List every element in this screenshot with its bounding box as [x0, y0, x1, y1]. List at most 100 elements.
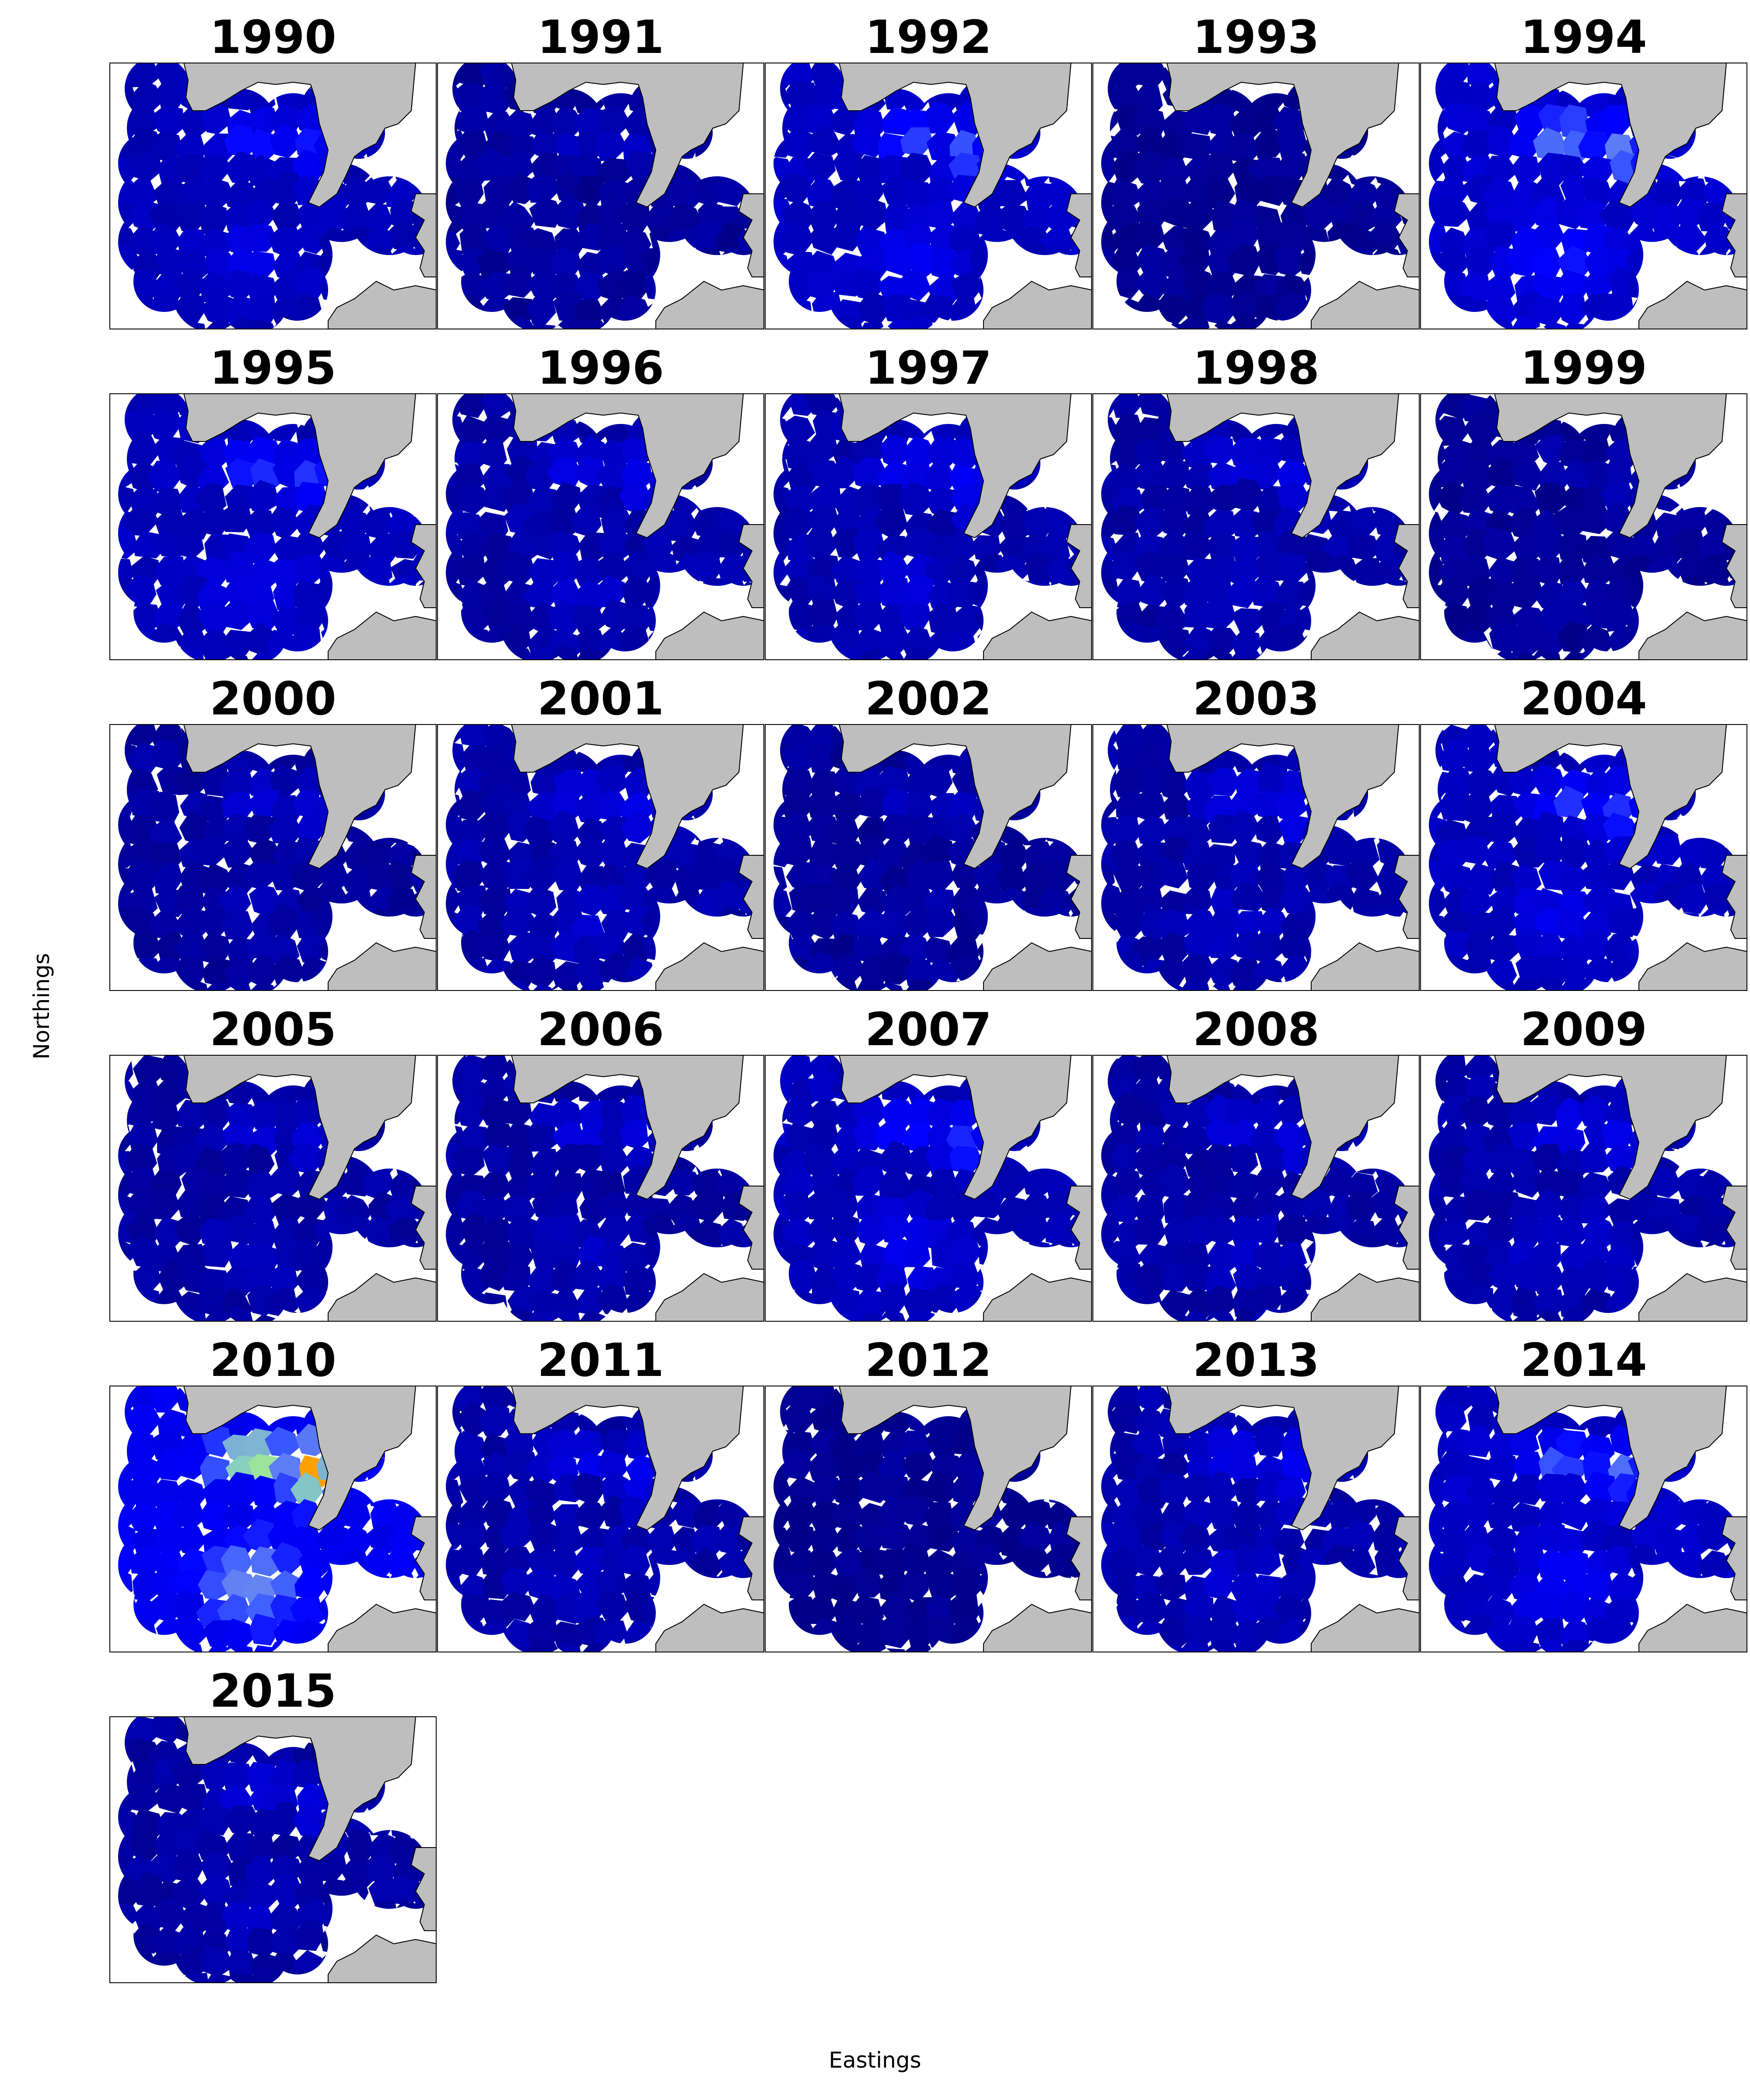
- abundance-cell: [788, 1260, 818, 1294]
- abundance-cell: [174, 154, 210, 186]
- coastline: [410, 1847, 437, 1931]
- abundance-cell: [147, 410, 181, 443]
- abundance-cell: [596, 837, 630, 870]
- abundance-cell: [807, 598, 838, 631]
- abundance-cell: [499, 1591, 535, 1621]
- abundance-cell: [1512, 928, 1545, 962]
- abundance-cell: [246, 198, 277, 231]
- abundance-cell: [832, 954, 865, 984]
- abundance-cell: [1302, 197, 1335, 231]
- abundance-cell: [474, 147, 511, 181]
- abundance-cell: [1181, 952, 1215, 987]
- abundance-cell: [228, 1472, 259, 1506]
- abundance-cell: [1179, 293, 1213, 323]
- map-svg-2004: [1420, 724, 1747, 991]
- abundance-cell: [575, 648, 606, 660]
- abundance-cell: [204, 1642, 232, 1652]
- abundance-cell: [1101, 147, 1118, 182]
- abundance-cell: [201, 1424, 232, 1457]
- abundance-cell: [851, 1264, 884, 1294]
- abundance-cell: [1158, 1096, 1191, 1128]
- abundance-cell: [898, 1571, 929, 1603]
- abundance-cell: [245, 1856, 276, 1886]
- abundance-cell: [175, 954, 205, 987]
- abundance-cell: [1429, 1146, 1451, 1180]
- abundance-cell: [899, 481, 934, 517]
- coastline: [655, 942, 764, 991]
- abundance-cell: [1696, 1169, 1730, 1201]
- abundance-cell: [551, 861, 584, 891]
- abundance-cell: [118, 1543, 136, 1578]
- abundance-cell: [774, 865, 788, 896]
- abundance-cell: [1156, 1547, 1188, 1578]
- abundance-cell: [1368, 220, 1403, 253]
- abundance-cell: [1206, 1470, 1236, 1505]
- abundance-cell: [1277, 1096, 1308, 1126]
- abundance-cell: [802, 1386, 836, 1413]
- abundance-cell: [1180, 1193, 1214, 1224]
- abundance-cell: [851, 1166, 886, 1196]
- abundance-cell: [1508, 577, 1544, 610]
- map-frame: [765, 393, 1092, 660]
- abundance-cell: [692, 507, 725, 538]
- abundance-cell: [780, 415, 816, 448]
- abundance-cell: [598, 1143, 630, 1178]
- abundance-cell: [1465, 246, 1498, 276]
- coastline: [1721, 1516, 1747, 1600]
- abundance-cell: [1101, 178, 1117, 211]
- abundance-cell: [833, 528, 863, 558]
- abundance-cell: [1201, 293, 1234, 326]
- abundance-cell: [1557, 836, 1592, 869]
- abundance-cell: [244, 510, 276, 539]
- abundance-cell: [455, 767, 486, 798]
- abundance-cell: [1651, 835, 1682, 865]
- abundance-cell: [1514, 1474, 1545, 1505]
- abundance-cell: [482, 1496, 515, 1529]
- abundance-cell: [1179, 1124, 1214, 1155]
- abundance-cell: [1486, 934, 1522, 963]
- abundance-cell: [1136, 792, 1167, 823]
- coastline: [1638, 1273, 1747, 1322]
- abundance-cell: [1532, 555, 1561, 587]
- abundance-cell: [948, 791, 979, 822]
- abundance-cell: [446, 1522, 466, 1550]
- map-svg-2007: [765, 1055, 1092, 1322]
- abundance-cell: [1135, 218, 1166, 251]
- abundance-cell: [174, 1214, 207, 1247]
- abundance-cell: [154, 1522, 186, 1555]
- abundance-cell: [946, 528, 977, 562]
- abundance-cell: [478, 1260, 511, 1292]
- abundance-cell: [130, 931, 161, 962]
- abundance-cell: [1583, 956, 1615, 988]
- abundance-cell: [1158, 766, 1190, 802]
- coastline: [838, 63, 1072, 208]
- abundance-cell: [1157, 1615, 1189, 1649]
- abundance-cell: [1578, 1256, 1613, 1293]
- abundance-cell: [579, 1189, 610, 1225]
- abundance-cell: [995, 180, 1029, 208]
- abundance-cell: [525, 1124, 558, 1152]
- abundance-cell: [1202, 1565, 1235, 1600]
- abundance-cell: [527, 272, 561, 301]
- coastline: [328, 942, 437, 991]
- abundance-cell: [904, 436, 938, 468]
- abundance-cell: [996, 862, 1026, 897]
- abundance-cell: [200, 155, 232, 186]
- map-frame: [765, 1055, 1092, 1322]
- abundance-cell: [857, 290, 892, 326]
- abundance-cell: [1533, 127, 1567, 162]
- abundance-cell: [596, 1283, 629, 1317]
- map-svg-1991: [437, 63, 764, 329]
- abundance-cell: [124, 1782, 159, 1812]
- abundance-cell: [1558, 580, 1592, 609]
- abundance-cell: [387, 1876, 422, 1906]
- abundance-cell: [549, 1097, 583, 1130]
- abundance-cell: [831, 555, 864, 589]
- abundance-cell: [672, 841, 702, 875]
- abundance-cell: [1553, 785, 1585, 819]
- abundance-cell: [154, 1782, 186, 1814]
- abundance-cell: [1161, 1289, 1191, 1320]
- abundance-cell: [1109, 1524, 1145, 1555]
- abundance-cell: [245, 1219, 277, 1252]
- abundance-cell: [1461, 603, 1496, 635]
